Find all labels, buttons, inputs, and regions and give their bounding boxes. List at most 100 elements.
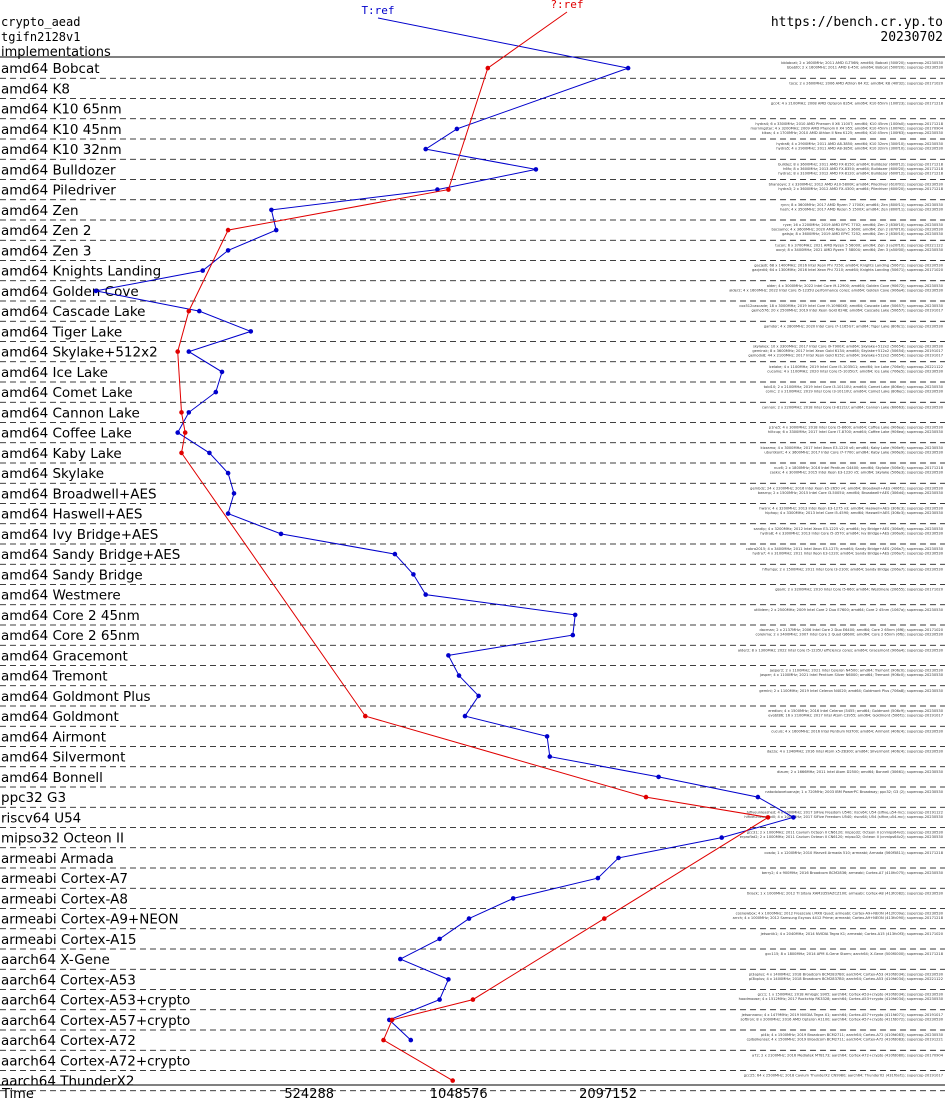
data-point xyxy=(544,734,550,739)
data-point xyxy=(656,774,661,780)
data-point xyxy=(446,977,451,982)
x-tick-label: 2097152 xyxy=(579,1087,637,1102)
data-point xyxy=(791,815,796,820)
machine-note: erproflat2; 2 x 1000MHz; 2011 Cavium Oct… xyxy=(740,835,944,839)
machine-note: jasper2; 2 x 1100MHz; 2021 Intel Celeron… xyxy=(769,669,944,673)
data-point xyxy=(450,1078,456,1083)
row-label: armeabi Cortex-A15 xyxy=(1,932,137,948)
machine-note: corekma; 2 x 2400MHz; 2007 Intel Core 2 … xyxy=(755,633,943,637)
machine-note: natodolovetuanaje; 1 x 720MHz; 2003 IBM … xyxy=(765,790,943,794)
data-point xyxy=(485,65,491,71)
data-point xyxy=(200,268,205,273)
x-tick-label: 1048576 xyxy=(430,1087,488,1102)
machine-note: gatsjo; 8 x 3600MHz; 2019 AMD EPYC 7252;… xyxy=(782,232,944,236)
data-point xyxy=(273,227,279,233)
series-line-0 xyxy=(95,17,795,1041)
data-point xyxy=(765,815,771,820)
machine-note: hydra3; 2 x 3600MHz; 2012 AMD FX-4300; a… xyxy=(778,187,943,191)
data-point xyxy=(408,1037,414,1043)
machine-note: alder2; 4 x 1600MHz; 2022 Intel Core i5-… xyxy=(729,288,944,292)
machine-note: gacjedi; 68 x 1400MHz; 2016 Intel Xeon P… xyxy=(754,264,943,268)
data-point xyxy=(595,875,601,881)
machine-note: gembdz; 24 x 2200MHz; 2016 Intel Xeon E5… xyxy=(750,486,944,490)
row-label: aarch64 X-Gene xyxy=(1,952,110,968)
row-label: amd64 Piledriver xyxy=(1,183,116,199)
data-point xyxy=(437,997,442,1002)
data-point xyxy=(423,592,429,597)
header-primitive: crypto_aead xyxy=(1,15,80,29)
row-label: amd64 Silvermont xyxy=(1,750,125,766)
row-label: armeabi Cortex-A9+NEON xyxy=(1,912,179,928)
row-label: amd64 Airmont xyxy=(1,729,106,745)
machine-note: gijam; 2 x 3200MHz; 2010 Intel Core i5-6… xyxy=(775,588,943,592)
row-label: amd64 Westmere xyxy=(1,588,121,604)
machine-note: gamdor; 4 x 2800MHz; 2020 Intel Core i7-… xyxy=(764,324,944,328)
machine-note: gcc31; 2 x 1000MHz; 2011 Cavium Octeon I… xyxy=(747,831,944,835)
machine-note: cucuis; 4 x 1600MHz; 2016 Intel Pentium … xyxy=(771,729,943,733)
row-label: riscv64 U54 xyxy=(1,810,81,826)
data-point xyxy=(510,896,516,901)
row-label: amd64 Bonnell xyxy=(1,770,103,786)
header-implementations: implementations xyxy=(1,45,111,60)
machine-note: dacman; 2 x 2137MHz; 2006 Intel Core 2 D… xyxy=(760,628,944,632)
data-point xyxy=(186,308,192,314)
row-label: armeabi Cortex-A7 xyxy=(1,871,128,887)
machine-note: gcc4; 4 x 2100MHz; 2008 AMD Opteron 8354… xyxy=(771,102,944,106)
row-label: amd64 Sandy Bridge xyxy=(1,567,143,583)
row-label: amd64 Gracemont xyxy=(1,648,128,664)
machine-note: pi4b; 4 x 1500MHz; 2019 Broadcom BCM2711… xyxy=(761,1033,944,1037)
data-point xyxy=(643,794,649,800)
machine-note: kizzamo; 4 x 3000MHz; 2017 Intel Xeon E3… xyxy=(761,446,944,450)
row-label: aarch64 Cortex-A53+crypto xyxy=(1,993,190,1009)
data-point xyxy=(547,754,553,759)
machine-note: hflumpy; 2 x 1500MHz; 2011 Intel Core i3… xyxy=(762,567,943,571)
legend-label: ?:ref xyxy=(550,0,583,11)
row-label: aarch64 Cortex-A53 xyxy=(1,972,136,988)
machine-note: hwsrv; 4 x 3200MHz; 2013 Intel Xeon E3-1… xyxy=(759,507,943,511)
data-point xyxy=(572,612,578,618)
row-label: aarch64 Cortex-A72 xyxy=(1,1033,136,1049)
data-point xyxy=(182,430,188,435)
machine-note: cosdo; 1 x 1200MHz; 2010 Marvell Armada … xyxy=(764,851,943,855)
data-point xyxy=(93,288,99,294)
data-point xyxy=(231,491,237,496)
x-axis-label: Time xyxy=(1,1087,34,1102)
machine-note: tklack; 1 x 1000MHz; 2012 TI Sitara XAM3… xyxy=(747,891,944,895)
data-point xyxy=(207,450,212,456)
machine-note: a72; 2 x 2100MHz; 2016 Mediatek MT8173; … xyxy=(752,1053,944,1057)
data-point xyxy=(454,126,460,132)
machine-note: oxcyl; 8 x 3400MHz; 2021 AMD Ryzen 7 580… xyxy=(776,248,944,252)
machine-note: gemo576; 20 x 2500MHz; 2019 Intel Xeon G… xyxy=(752,309,944,313)
data-point xyxy=(423,146,429,152)
row-label: amd64 Tremont xyxy=(1,669,108,685)
machine-note: hifiveunleashed0; 4 x 1000MHz; 2017 SiFi… xyxy=(744,815,943,819)
machine-note: pi3bplus; 4 x 1400MHz; 2018 Broadcom BCM… xyxy=(749,977,943,981)
machine-note: p1ne5; 4 x 3000MHz; 2018 Intel Core i5-8… xyxy=(769,426,944,430)
machine-note: hydra7; 4 x 3100MHz; 2011 Intel Xeon E3-… xyxy=(753,552,944,556)
row-label: amd64 Cannon Lake xyxy=(1,405,140,421)
data-point xyxy=(219,369,225,375)
machine-note: dazzy; 4 x 1340MHz; 2016 Intel Atom x5-Z… xyxy=(767,750,944,754)
row-label: amd64 Zen xyxy=(1,203,79,219)
data-point xyxy=(602,916,607,921)
row-label: amd64 K8 xyxy=(1,81,70,97)
row-label: amd64 Ice Lake xyxy=(1,365,108,381)
row-label: amd64 Tiger Lake xyxy=(1,324,122,340)
row-label: amd64 Cascade Lake xyxy=(1,304,146,320)
data-point xyxy=(446,187,451,192)
row-label: aarch64 Cortex-A57+crypto xyxy=(1,1013,190,1029)
machine-note: gcc25; 64 x 2500MHz; 2018 Cavium Thunder… xyxy=(744,1074,943,1078)
machine-note: softiron; 8 x 2000MHz; 2016 AMD Opteron … xyxy=(741,1017,944,1021)
machine-note: hydra6; 4 x 2900MHz; 2011 AMD A8-3850; a… xyxy=(776,142,943,146)
machine-note: bwsrnp; 2 x 1500MHz; 2015 Intel Core i3-… xyxy=(758,491,944,495)
data-point xyxy=(446,653,451,658)
row-label: mipso32 Octeon II xyxy=(1,831,124,847)
data-point xyxy=(437,936,442,942)
row-label: amd64 Golden Cove xyxy=(1,284,139,300)
machine-note: gemini; 2 x 1100MHz; 2019 Intel Celeron … xyxy=(759,689,943,693)
machine-note: kikos; 4 x 1700MHz; 2010 AMD Athlon II N… xyxy=(762,131,944,135)
data-point xyxy=(456,673,462,678)
row-label: armeabi Armada xyxy=(1,851,114,867)
machine-note: hydra5; 4 x 2900MHz; 2011 AMD A8-3850; a… xyxy=(776,147,943,151)
